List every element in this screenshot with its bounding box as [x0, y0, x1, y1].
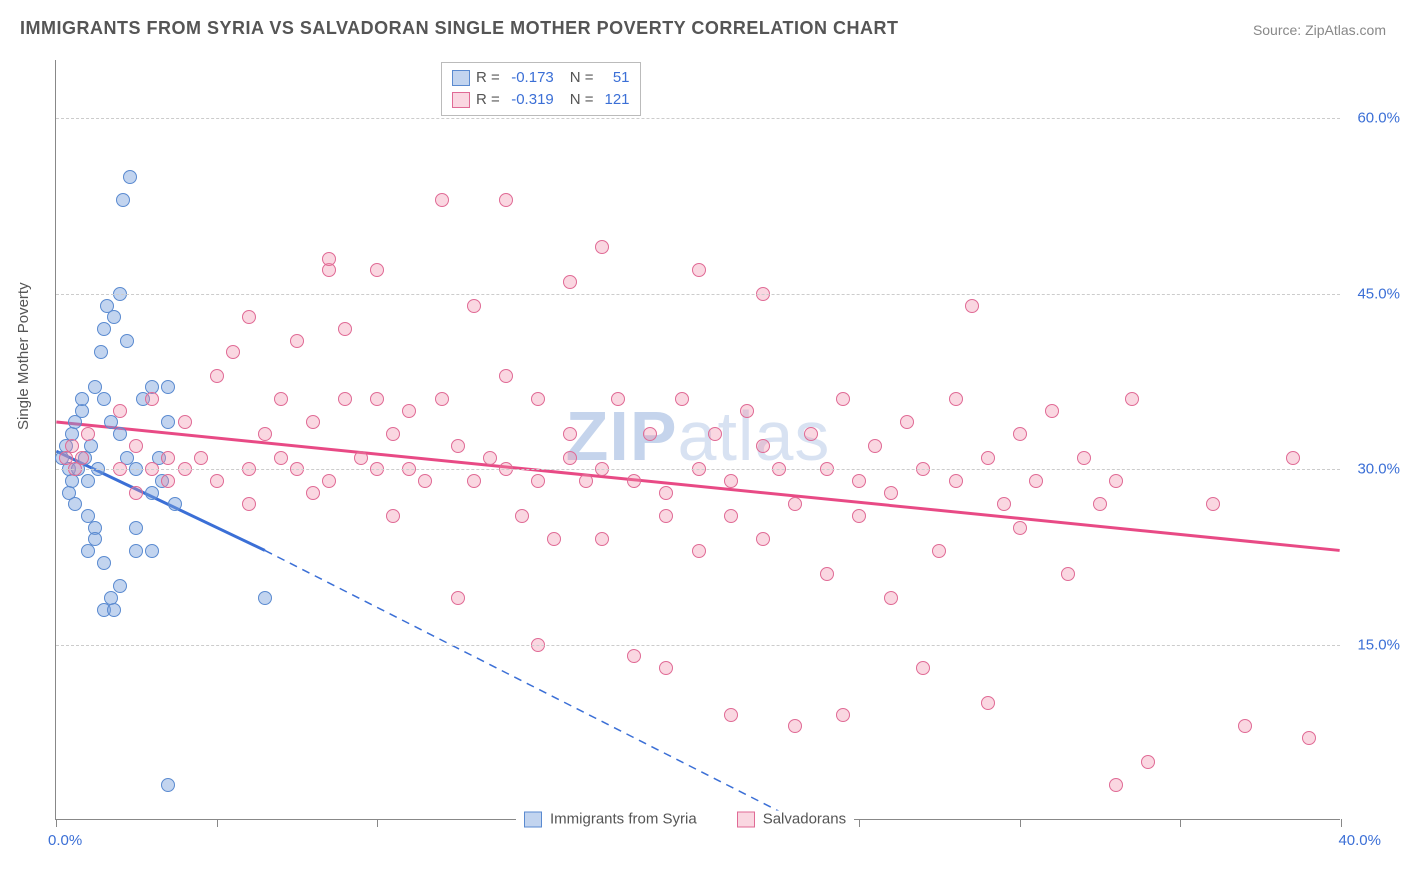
xtick: [1020, 819, 1021, 827]
xtick: [56, 819, 57, 827]
stats-r-label-1: R =: [476, 67, 500, 89]
trend-line: [56, 451, 265, 550]
xtick: [859, 819, 860, 827]
xtick: [1341, 819, 1342, 827]
ytick-label-45: 45.0%: [1357, 285, 1400, 302]
plot-area: ZIPatlas 60.0% 45.0% 30.0% 15.0% R = -0.…: [55, 60, 1340, 820]
stats-n-label-2: N =: [570, 89, 594, 111]
stats-r-value-1: -0.173: [506, 67, 554, 89]
xtick: [217, 819, 218, 827]
stats-n-value-1: 51: [600, 67, 630, 89]
stats-legend-box: R = -0.173 N = 51 R = -0.319 N = 121: [441, 62, 641, 116]
stats-swatch-2: [452, 92, 470, 108]
legend-label-2: Salvadorans: [763, 811, 846, 828]
xtick-label-40: 40.0%: [1338, 832, 1381, 849]
ytick-label-30: 30.0%: [1357, 461, 1400, 478]
legend-swatch-1: [524, 811, 542, 827]
xtick: [1180, 819, 1181, 827]
bottom-legend: Immigrants from Syria Salvadorans: [516, 811, 854, 828]
ytick-label-15: 15.0%: [1357, 636, 1400, 653]
chart-title: IMMIGRANTS FROM SYRIA VS SALVADORAN SING…: [20, 18, 899, 39]
stats-swatch-1: [452, 70, 470, 86]
stats-row-2: R = -0.319 N = 121: [452, 89, 630, 111]
stats-n-value-2: 121: [600, 89, 630, 111]
gridline: [56, 469, 1340, 470]
gridline: [56, 294, 1340, 295]
stats-r-value-2: -0.319: [506, 89, 554, 111]
gridline: [56, 118, 1340, 119]
trend-line: [56, 422, 1339, 550]
trend-lines-layer: [56, 60, 1340, 819]
stats-row-1: R = -0.173 N = 51: [452, 67, 630, 89]
stats-r-label-2: R =: [476, 89, 500, 111]
gridline: [56, 645, 1340, 646]
trend-line: [265, 550, 794, 819]
legend-item-2: Salvadorans: [737, 811, 846, 828]
legend-swatch-2: [737, 811, 755, 827]
xtick: [377, 819, 378, 827]
xtick-label-0: 0.0%: [48, 832, 82, 849]
source-label: Source: ZipAtlas.com: [1253, 22, 1386, 38]
y-axis-label: Single Mother Poverty: [15, 282, 32, 430]
ytick-label-60: 60.0%: [1357, 110, 1400, 127]
stats-n-label-1: N =: [570, 67, 594, 89]
legend-label-1: Immigrants from Syria: [550, 811, 697, 828]
legend-item-1: Immigrants from Syria: [524, 811, 697, 828]
